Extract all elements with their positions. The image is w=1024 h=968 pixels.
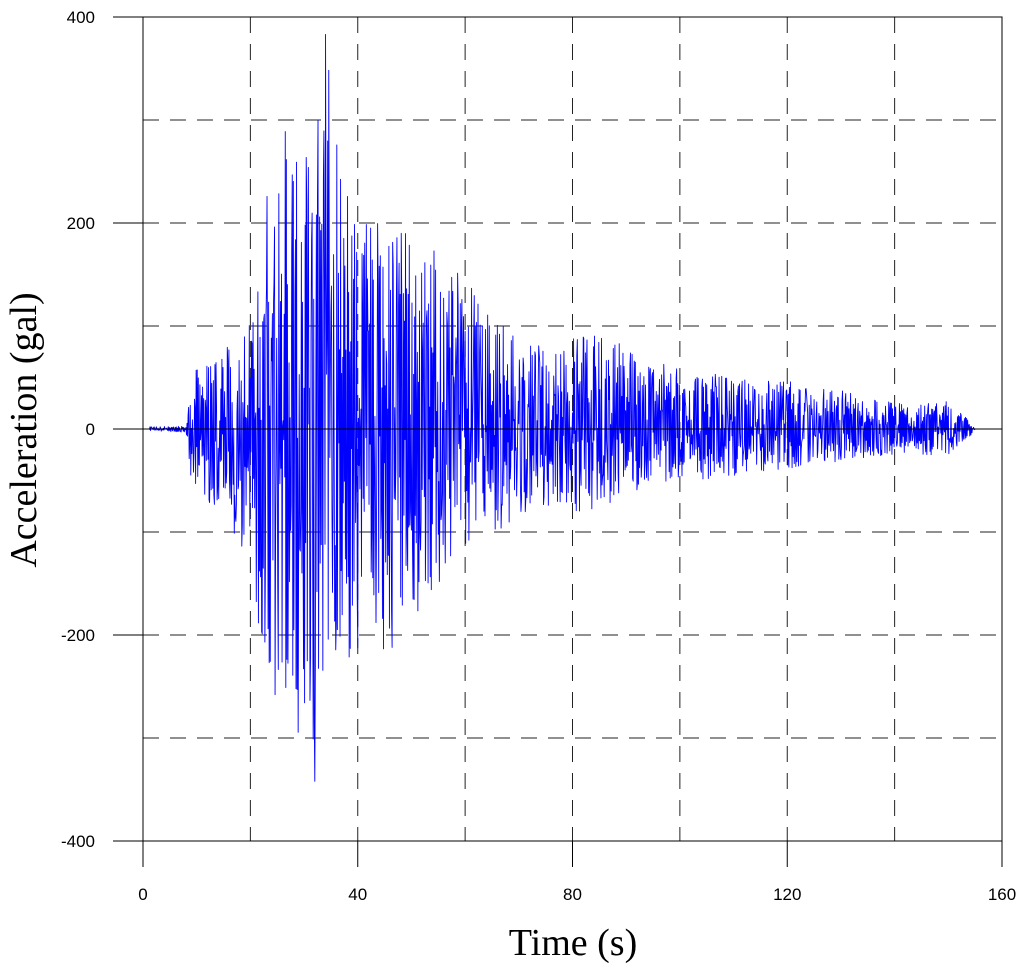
tick-labels: -400 -200 0 200 400 0 40 80 120 160 bbox=[61, 8, 1016, 904]
x-tick-label: 40 bbox=[348, 885, 367, 904]
x-tick-label: 80 bbox=[563, 885, 582, 904]
y-tick-label: 400 bbox=[67, 8, 95, 27]
y-tick-label: -400 bbox=[61, 832, 95, 851]
x-tick-label: 120 bbox=[773, 885, 801, 904]
y-tick-label: 0 bbox=[86, 420, 95, 439]
y-tick-label: 200 bbox=[67, 214, 95, 233]
x-tick-label: 0 bbox=[138, 885, 147, 904]
acceleration-trace bbox=[148, 34, 976, 782]
x-axis-title: Time (s) bbox=[509, 922, 637, 964]
series-layer bbox=[148, 34, 976, 782]
axes bbox=[113, 16, 1003, 867]
y-tick-label: -200 bbox=[61, 626, 95, 645]
x-tick-label: 160 bbox=[988, 885, 1016, 904]
y-axis-title: Acceleration (gal) bbox=[3, 292, 45, 567]
